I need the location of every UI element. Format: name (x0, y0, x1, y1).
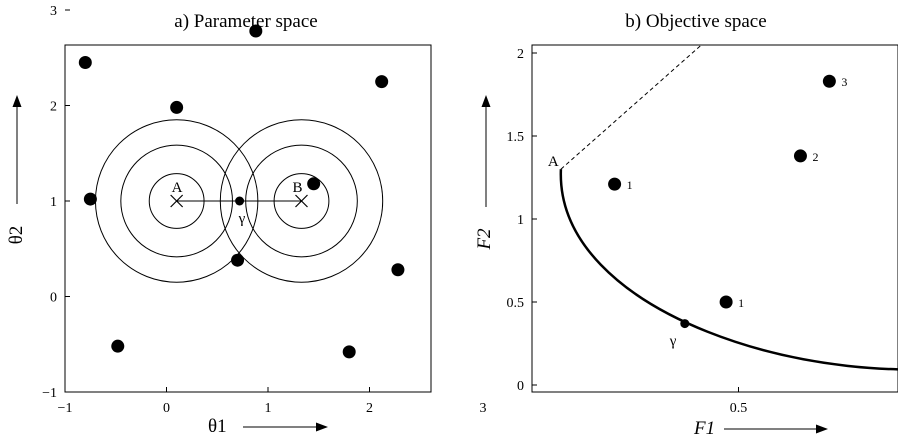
objective-point (822, 74, 836, 88)
panel-b-x-tick-label: 0.5 (730, 401, 748, 416)
parameter-point (391, 263, 405, 277)
parameter-point (111, 339, 125, 353)
panel-b-y-tick-label: 1.5 (507, 130, 525, 145)
center-b-cross (295, 194, 308, 208)
panel-a-gamma-point (235, 196, 245, 206)
panel-a-y-label: θ2 (6, 226, 27, 245)
panel-b-y-tick-label: 1 (517, 213, 524, 228)
center-a-label: A (172, 180, 183, 196)
center-a-cross (170, 194, 184, 208)
parameter-point (83, 192, 97, 206)
objective-point (719, 295, 733, 309)
dashed-bound-a (560, 44, 702, 170)
panel-b-gamma-label: γ (669, 334, 677, 350)
panel-a-x-arrow (243, 422, 328, 432)
panel-a-x-tick-label: −1 (58, 401, 73, 416)
parameter-point (231, 253, 245, 267)
panel-a-x-tick-label: 2 (366, 401, 373, 416)
panel-a-x-tick-label: 0 (163, 401, 170, 416)
parameter-point (307, 177, 321, 191)
panel-a-y-tick-label: 1 (50, 195, 57, 210)
panel-b-y-label: F2 (474, 228, 495, 251)
objective-point-rank-label: 1 (627, 178, 633, 192)
panel-a-points (78, 24, 405, 359)
objective-point-rank-label: 2 (812, 150, 818, 164)
parameter-point (375, 75, 389, 89)
parameter-point (78, 56, 92, 70)
panel-b-x-arrow (724, 424, 828, 434)
panel-b-y-tick-label: 0.5 (507, 296, 525, 311)
objective-point-rank-label: 3 (841, 75, 847, 89)
pareto-front-curve (559, 169, 898, 371)
panel-a-frame (64, 44, 432, 393)
panel-a-title: a) Parameter space (174, 11, 317, 32)
objective-point (608, 177, 622, 191)
panel-b-ticks: 0.511. 500.511.52 (507, 47, 748, 416)
parameter-point (249, 24, 263, 38)
panel-b-title: b) Objective space (625, 11, 766, 32)
panel-a-y-arrow (12, 95, 22, 204)
panel-a-y-tick-label: 0 (50, 291, 57, 306)
panel-a-x-tick-label: 1 (265, 401, 272, 416)
panel-a-x-label: θ1 (208, 416, 227, 437)
parameter-point (342, 345, 356, 359)
stray-tick-label: 3 (480, 401, 487, 416)
panel-a-gamma-label: γ (238, 211, 246, 227)
panel-b-y-tick-label: 2 (517, 47, 524, 62)
panel-b-gamma-point (680, 319, 690, 329)
center-b-label: B (292, 180, 302, 196)
objective-point (793, 149, 807, 163)
panel-a-y-tick-label: −1 (42, 386, 57, 401)
panel-a-y-tick-label: 3 (50, 4, 57, 19)
panel-a-ticks: −1 0 1 2 −1 0 1 2 3 (42, 4, 373, 416)
panel-b-frame (531, 44, 898, 393)
objective-point-rank-label: 1 (738, 296, 744, 310)
parameter-point (170, 100, 184, 114)
panel-b-points: 1234332121 (608, 74, 847, 310)
panel-b-y-arrow (481, 95, 491, 207)
panel-b-y-tick-label: 0 (517, 379, 524, 394)
panel-a-y-tick-label: 2 (50, 100, 57, 115)
endpoint-a-label: A (548, 154, 559, 170)
panel-b-x-label: F1 (693, 418, 715, 439)
